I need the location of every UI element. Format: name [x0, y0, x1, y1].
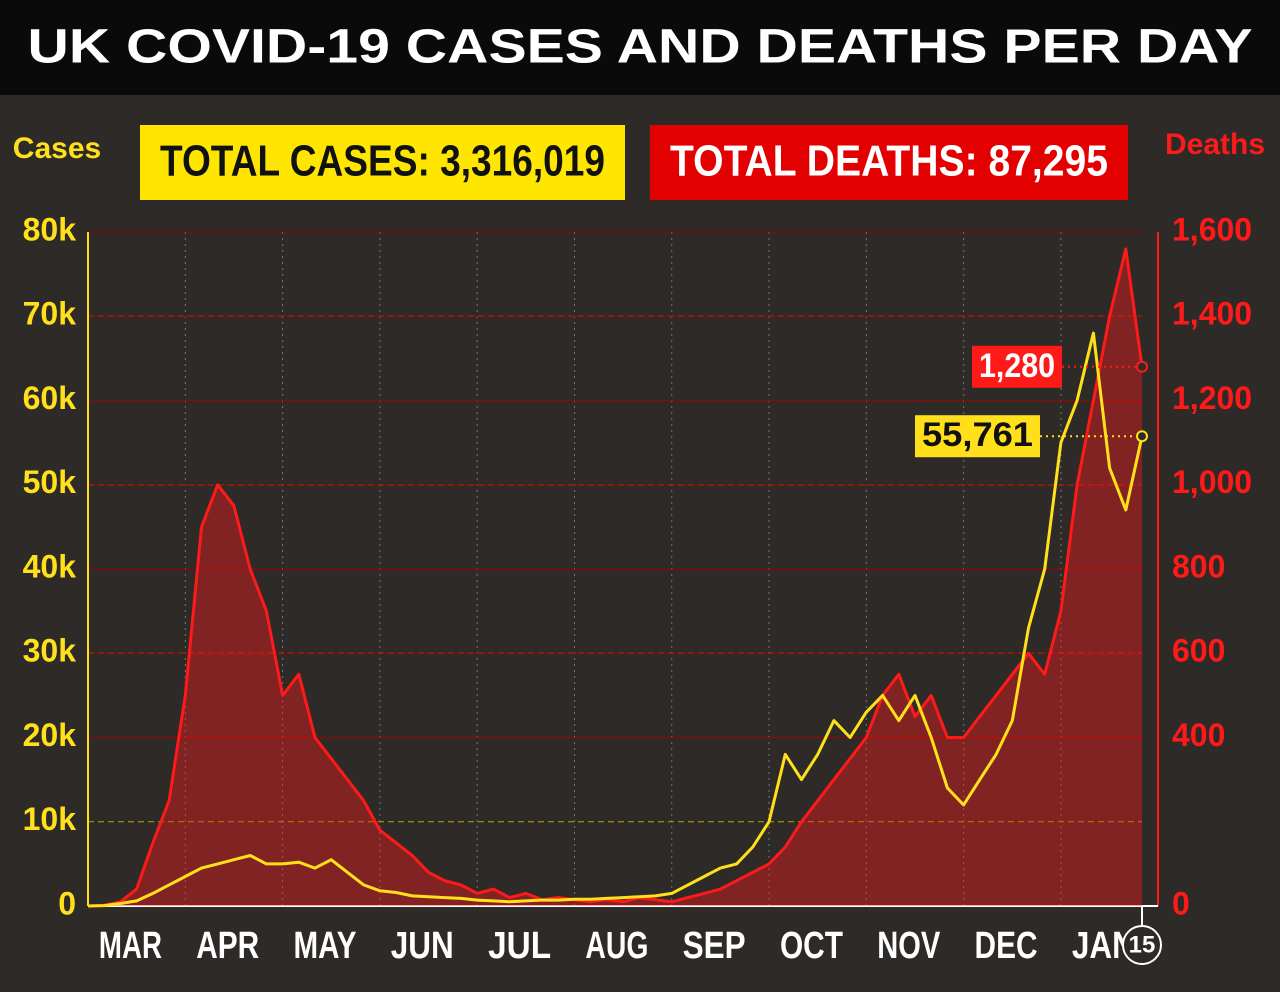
end-date-circle [1122, 925, 1162, 965]
y2-tick-label: 600 [1172, 633, 1225, 669]
line [87, 331, 1144, 908]
y-tick-label: 10k [23, 801, 77, 837]
x-tick-label: OCT [780, 925, 843, 967]
x-tick-label: NOV [877, 925, 940, 967]
y2-tick-label: 1,200 [1172, 380, 1252, 416]
end-date-label: 15 [1129, 931, 1156, 958]
value-label: 1,280 [979, 347, 1055, 385]
y2-tick-label: 400 [1172, 717, 1225, 753]
area [88, 248, 1142, 906]
x-tick-label: JUL [488, 925, 551, 967]
x-tick-label: APR [196, 925, 259, 967]
y2-tick-label: 1,400 [1172, 296, 1252, 332]
callout-box [972, 345, 1062, 388]
value-label: 55,761 [922, 416, 1033, 454]
title-bar [0, 0, 1280, 95]
total-box [140, 125, 625, 200]
y2-tick-label: 0 [1172, 885, 1190, 921]
y2-tick-label: 1,600 [1172, 211, 1252, 247]
y-tick-label: 30k [23, 633, 77, 669]
y-tick-label: 50k [23, 464, 77, 500]
line [87, 247, 1144, 908]
total-label: TOTAL DEATHS: 87,295 [670, 137, 1108, 186]
y2-axis-title: Deaths [1165, 128, 1265, 161]
x-tick-label: DEC [975, 925, 1038, 967]
x-tick-label: AUG [585, 925, 648, 967]
callout-box [915, 415, 1040, 458]
end-marker [1136, 360, 1148, 373]
x-tick-label: SEP [683, 925, 746, 967]
chart-title: UK COVID-19 CASES AND DEATHS PER DAY [28, 21, 1253, 74]
end-marker [1136, 430, 1148, 443]
y-tick-label: 80k [23, 211, 77, 247]
y-tick-label: 70k [23, 296, 77, 332]
x-tick-label: MAY [294, 925, 357, 967]
y-tick-label: 60k [23, 380, 77, 416]
y-tick-label: 40k [23, 548, 77, 584]
y2-tick-label: 1,000 [1172, 464, 1252, 500]
y-tick-label: 20k [23, 717, 77, 753]
total-box [650, 125, 1128, 200]
x-tick-label: MAR [99, 925, 162, 967]
x-tick-label: JUN [391, 925, 454, 967]
y-axis-title: Cases [13, 132, 101, 165]
y2-tick-label: 800 [1172, 548, 1225, 584]
y-tick-label: 0 [58, 885, 76, 921]
total-label: TOTAL CASES: 3,316,019 [160, 137, 605, 186]
